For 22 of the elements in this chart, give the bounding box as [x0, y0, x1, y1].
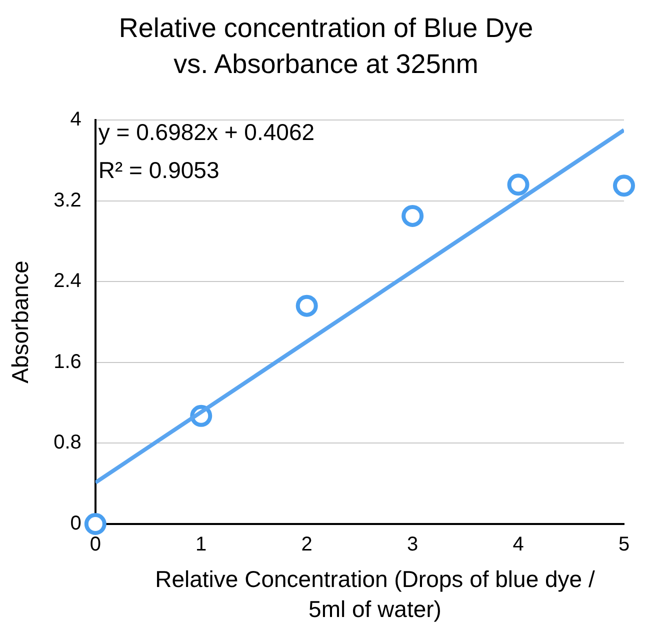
- x-tick-label: 1: [196, 534, 207, 556]
- x-tick-label: 4: [512, 534, 524, 556]
- x-tick-label: 2: [301, 534, 312, 556]
- y-tick-label: 3.2: [54, 189, 82, 212]
- chart-title: Relative concentration of Blue Dye vs. Absorbance at 325nm: [118, 12, 534, 81]
- x-tick-label: 0: [90, 534, 101, 556]
- y-tick-label: 4: [70, 108, 82, 131]
- point: [402, 204, 424, 227]
- y-tick-label: 2.4: [54, 270, 82, 292]
- y-tick-label: 0: [70, 512, 82, 535]
- point: [84, 513, 106, 535]
- point: [613, 174, 635, 197]
- annotation: R² = 0.9053: [98, 156, 220, 183]
- annotation: y = 0.6982x + 0.4062: [98, 118, 315, 145]
- y-axis-title: Absorbance: [7, 260, 34, 384]
- point: [296, 294, 318, 317]
- y-tick-label: 1.6: [54, 350, 82, 373]
- point: [507, 174, 530, 196]
- x-tick-label: 3: [407, 534, 418, 556]
- x-tick-label: 5: [618, 534, 630, 556]
- x-axis-title: Relative Concentration (Drops of blue dye / 5ml of water): [154, 565, 596, 624]
- y-tick-label: 0.8: [54, 432, 82, 454]
